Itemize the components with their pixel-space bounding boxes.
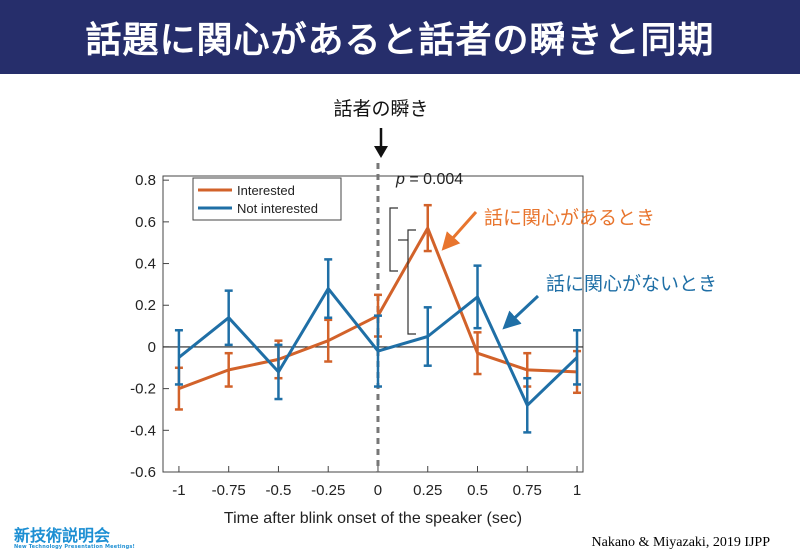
y-tick-label: -0.6: [130, 464, 156, 481]
series-not-interested: [174, 258, 582, 434]
y-tick-label: -0.2: [130, 381, 156, 398]
x-axis: -1 -0.75 -0.5 -0.25 0 0.25 0.5 0.75 1: [172, 466, 581, 499]
logo-main-text: 新技術説明会: [14, 526, 111, 545]
p-value-number: = 0.004: [405, 171, 463, 188]
p-value-text: p = 0.004: [395, 171, 463, 188]
x-tick-label: 0.75: [513, 482, 542, 499]
interested-callout-arrow: [441, 211, 478, 251]
plot-frame: [162, 175, 584, 473]
interested-callout: 話に関心があるとき: [484, 207, 655, 229]
organizer-logo: 新技術説明会 New Technology Presentation Meeti…: [14, 528, 135, 550]
blink-sync-chart: -0.6 -0.4 -0.2 0 0.2 0.4 0.6 0.8 -1 -0.75 -0.5 -0.…: [130, 98, 717, 527]
x-axis-label: Time after blink onset of the speaker (s…: [224, 510, 522, 527]
legend-label-not-interested: Not interested: [237, 201, 318, 216]
x-tick-label: -1: [172, 482, 185, 499]
x-tick-label: 0: [374, 482, 382, 499]
logo-sub-text: New Technology Presentation Meetings!: [14, 544, 136, 550]
y-tick-label: 0.6: [135, 214, 156, 231]
significance-bracket-interested: [389, 207, 398, 272]
y-tick-label: 0: [148, 339, 156, 356]
p-value-symbol: p: [395, 171, 405, 188]
y-tick-label: 0.2: [135, 297, 156, 314]
x-tick-label: 1: [573, 482, 581, 499]
x-tick-label: 0.5: [467, 482, 488, 499]
significance-bracket-not-interested: [407, 229, 416, 335]
x-tick-label: -0.75: [212, 482, 246, 499]
legend-box: [192, 177, 342, 221]
header-bar: 話題に関心があると話者の瞬きと同期: [0, 0, 800, 74]
series-layer: [174, 203, 582, 434]
x-tick-label: -0.5: [266, 482, 292, 499]
onset-label: 話者の瞬き: [333, 98, 428, 120]
onset-arrowhead: [374, 146, 388, 158]
x-tick-label: -0.25: [311, 482, 345, 499]
legend-label-interested: Interested: [237, 183, 295, 198]
y-tick-label: 0.8: [135, 172, 156, 189]
not-interested-callout-arrow: [502, 294, 540, 330]
legend: Interested Not interested: [192, 177, 342, 221]
y-tick-label: -0.4: [130, 422, 156, 439]
x-tick-label: 0.25: [413, 482, 442, 499]
slide-title: 話題に関心があると話者の瞬きと同期: [85, 20, 715, 61]
y-tick-label: 0.4: [135, 256, 156, 273]
not-interested-callout: 話に関心がないとき: [546, 273, 717, 295]
citation: Nakano & Miyazaki, 2019 IJPP: [591, 535, 770, 550]
y-axis: -0.6 -0.4 -0.2 0 0.2 0.4 0.6 0.8: [130, 172, 169, 481]
